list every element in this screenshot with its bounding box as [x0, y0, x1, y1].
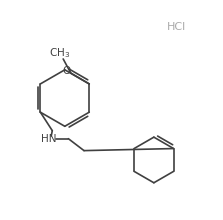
Text: HCl: HCl — [167, 22, 186, 33]
Text: CH$_3$: CH$_3$ — [49, 46, 70, 60]
Text: O: O — [63, 66, 71, 76]
Text: HN: HN — [41, 134, 56, 144]
